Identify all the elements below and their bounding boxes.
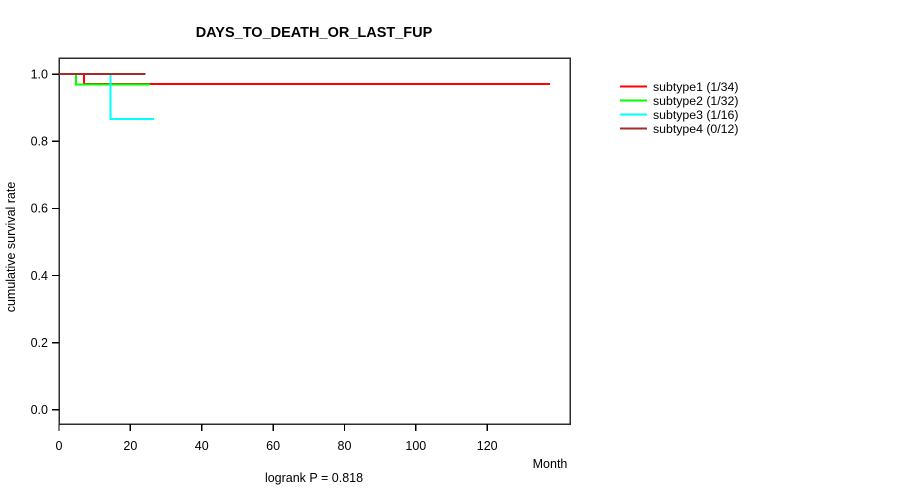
y-tick-label: 0.8	[31, 135, 48, 149]
legend-label-subtype2: subtype2 (1/32)	[653, 94, 738, 108]
legend: subtype1 (1/34)subtype2 (1/32)subtype3 (…	[620, 80, 738, 136]
legend-label-subtype1: subtype1 (1/34)	[653, 80, 738, 94]
y-tick-label: 0.0	[31, 403, 48, 417]
chart-title: DAYS_TO_DEATH_OR_LAST_FUP	[196, 25, 433, 41]
x-tick-label: 60	[266, 439, 280, 453]
survival-curves	[59, 73, 550, 121]
x-tick-label: 0	[56, 439, 63, 453]
y-tick-label: 1.0	[31, 67, 48, 81]
plot-box	[58, 57, 571, 425]
x-tick-label: 100	[405, 439, 426, 453]
x-tick-label: 40	[195, 439, 209, 453]
logrank-pvalue-label: logrank P = 0.818	[265, 471, 363, 485]
y-tick-label: 0.4	[31, 269, 48, 283]
y-tick-label: 0.2	[31, 336, 48, 350]
survival-curve-subtype3	[59, 73, 154, 121]
y-axis-title: cumulative survival rate	[4, 182, 18, 313]
x-tick-label: 80	[338, 439, 352, 453]
y-tick-label: 0.6	[31, 202, 48, 216]
legend-label-subtype4: subtype4 (0/12)	[653, 122, 738, 136]
x-tick-label: 120	[477, 439, 498, 453]
survival-curve-subtype1	[59, 73, 550, 85]
y-axis: 1.0 0.8 0.6 0.4 0.2 0.0	[31, 67, 59, 417]
legend-label-subtype3: subtype3 (1/16)	[653, 108, 738, 122]
x-tick-label: 20	[123, 439, 137, 453]
x-axis-title: Month	[533, 457, 568, 471]
x-axis: 0 20 40 60 80 100 120	[56, 424, 498, 453]
